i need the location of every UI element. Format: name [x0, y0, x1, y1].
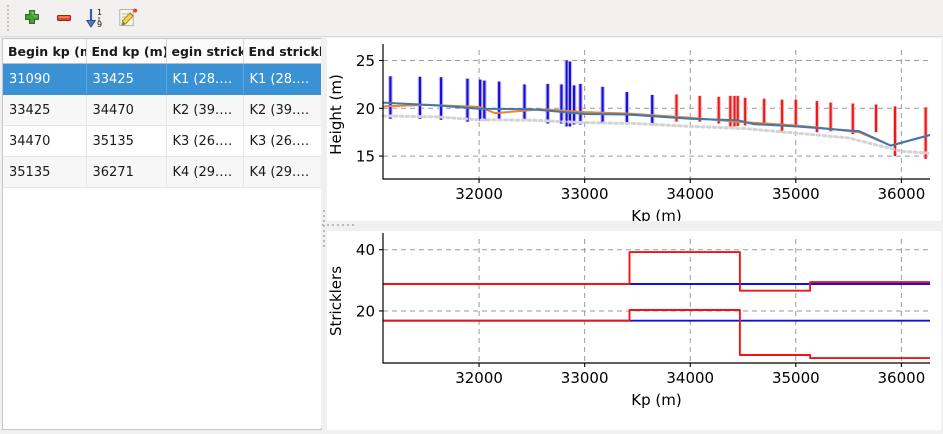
- toolbar: 1 9: [0, 0, 943, 37]
- x-tick-label: 35000: [772, 185, 820, 203]
- splitter-grip: [323, 210, 325, 247]
- x-tick-label: 33000: [561, 369, 609, 387]
- cell-begin-kp[interactable]: 35135: [3, 156, 87, 188]
- x-axis-label: Kp (m): [631, 207, 681, 221]
- cell-begin-kp[interactable]: 34470: [3, 125, 87, 157]
- splitter-grip: [322, 224, 354, 226]
- cell-end-kp[interactable]: 35135: [86, 125, 167, 157]
- cell-begin-strickler[interactable]: K1 (28.79…: [166, 63, 244, 95]
- stricklers-plot: 32000 33000 34000 35000 36000 20 40 Kp (m) Stric…: [327, 233, 930, 409]
- sort-descending-icon: 1 9: [85, 7, 107, 29]
- reaches-table: Begin kp (m) End kp (m) egin strickle En…: [3, 39, 321, 188]
- series-line: [383, 309, 930, 360]
- vertical-splitter[interactable]: [321, 38, 327, 428]
- x-tick-label: 32000: [455, 369, 503, 387]
- x-tick-label: 32000: [455, 185, 503, 203]
- cell-begin-kp[interactable]: 33425: [3, 94, 87, 126]
- series-line: [382, 101, 931, 147]
- reaches-table-panel[interactable]: Begin kp (m) End kp (m) egin strickle En…: [2, 38, 322, 430]
- y-tick-label: 20: [356, 100, 375, 118]
- remove-row-button[interactable]: [48, 3, 80, 33]
- cell-begin-kp[interactable]: 31090: [3, 63, 87, 95]
- svg-text:9: 9: [97, 20, 102, 29]
- column-header-begin-strickler[interactable]: egin strickle: [166, 39, 244, 64]
- axis-lines: [382, 44, 930, 180]
- stricklers-chart[interactable]: 32000 33000 34000 35000 36000 20 40 Kp (m) Stric…: [327, 231, 941, 430]
- cell-end-kp[interactable]: 33425: [86, 63, 167, 95]
- charts-area: 32000 33000 34000 35000 36000 15 20 25 Kp (m) Hei…: [322, 38, 941, 430]
- y-axis-label: Stricklers: [327, 266, 345, 336]
- x-tick-label: 36000: [878, 185, 926, 203]
- column-header-begin-kp[interactable]: Begin kp (m): [3, 39, 87, 64]
- height-profile-plot: 32000 33000 34000 35000 36000 15 20 25 Kp (m) Hei…: [327, 44, 932, 221]
- y-tick-label: 15: [356, 148, 375, 166]
- cell-end-strickler[interactable]: K4 (29.43…: [243, 156, 321, 188]
- series-line: [383, 251, 930, 292]
- x-tick-label: 36000: [878, 369, 926, 387]
- cell-end-strickler[interactable]: K2 (39.21…: [243, 94, 321, 126]
- table-row[interactable]: 35135 36271 K4 (29.43… K4 (29.43…: [3, 156, 321, 188]
- cell-end-kp[interactable]: 36271: [86, 156, 167, 188]
- table-row[interactable]: 31090 33425 K1 (28.79… K1 (28.79…: [3, 63, 321, 95]
- table-row[interactable]: 34470 35135 K3 (26.61… K3 (26.61…: [3, 125, 321, 157]
- axis-lines: [382, 233, 930, 364]
- cell-end-strickler[interactable]: K3 (26.61…: [243, 125, 321, 157]
- plus-icon: [23, 9, 41, 27]
- x-tick-label: 33000: [561, 185, 609, 203]
- y-tick-label: 25: [356, 52, 375, 70]
- y-tick-label: 40: [356, 241, 375, 259]
- x-tick-label: 34000: [666, 369, 714, 387]
- horizontal-splitter[interactable]: [322, 221, 941, 231]
- x-axis-label: Kp (m): [631, 391, 681, 409]
- cell-begin-strickler[interactable]: K2 (39.21…: [166, 94, 244, 126]
- cell-begin-strickler[interactable]: K3 (26.61…: [166, 125, 244, 157]
- column-header-end-kp[interactable]: End kp (m): [86, 39, 167, 64]
- table-header-row: Begin kp (m) End kp (m) egin strickle En…: [3, 39, 321, 64]
- x-tick-label: 35000: [772, 369, 820, 387]
- minus-icon: [55, 9, 73, 27]
- column-header-end-strickler[interactable]: End strickler: [243, 39, 321, 64]
- add-row-button[interactable]: [16, 3, 48, 33]
- edit-note-icon: [117, 7, 139, 29]
- cell-begin-strickler[interactable]: K4 (29.43…: [166, 156, 244, 188]
- cell-end-strickler[interactable]: K1 (28.79…: [243, 63, 321, 95]
- edit-button[interactable]: [112, 3, 144, 33]
- drag-grip[interactable]: [3, 5, 12, 31]
- y-axis-label: Height (m): [327, 74, 345, 155]
- cell-end-kp[interactable]: 34470: [86, 94, 167, 126]
- y-tick-label: 20: [356, 302, 375, 320]
- svg-text:1: 1: [97, 8, 102, 17]
- height-profile-chart[interactable]: 32000 33000 34000 35000 36000 15 20 25 Kp (m) Hei…: [327, 38, 941, 221]
- table-row[interactable]: 33425 34470 K2 (39.21… K2 (39.21…: [3, 94, 321, 126]
- sort-button[interactable]: 1 9: [80, 3, 112, 33]
- x-tick-label: 34000: [666, 185, 714, 203]
- series-line: [381, 114, 932, 155]
